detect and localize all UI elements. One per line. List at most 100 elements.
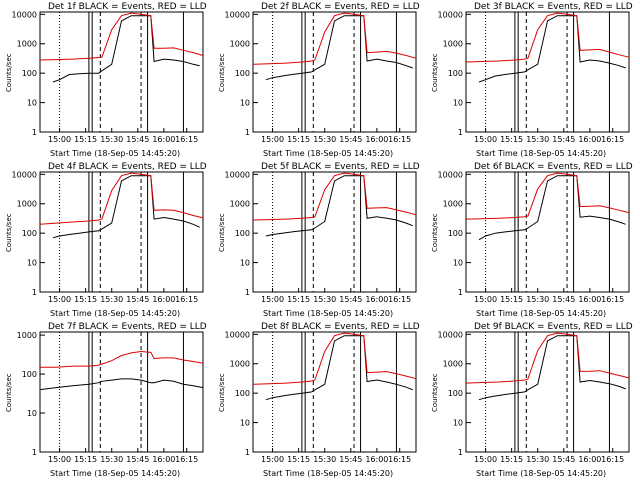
x-tick-label: 15:15 bbox=[74, 455, 97, 464]
series-line-lld bbox=[252, 12, 417, 65]
x-tick-label: 15:00 bbox=[48, 135, 71, 144]
series-line-events bbox=[478, 175, 626, 241]
x-tick-label: 16:15 bbox=[388, 295, 411, 304]
y-tick-label: 100 bbox=[448, 229, 463, 238]
series-line-lld bbox=[252, 172, 417, 221]
detector-panel: Det 2f BLACK = Events, RED = LLD Start Ti… bbox=[213, 0, 426, 160]
plot-frame bbox=[252, 331, 417, 453]
y-tick-label: 10 bbox=[27, 259, 37, 268]
series-line-lld bbox=[252, 332, 417, 385]
y-tick-label: 100 bbox=[22, 69, 37, 78]
y-tick-label: 1 bbox=[458, 448, 463, 457]
x-tick-label: 15:30 bbox=[313, 295, 336, 304]
x-tick-label: 15:45 bbox=[126, 135, 149, 144]
y-tick-label: 10000 bbox=[438, 330, 463, 339]
x-tick-label: 15:45 bbox=[552, 295, 575, 304]
series-line-events bbox=[52, 15, 200, 83]
plot-frame bbox=[39, 11, 204, 133]
panel-title: Det 2f BLACK = Events, RED = LLD bbox=[261, 2, 420, 12]
x-tick-label: 15:45 bbox=[339, 295, 362, 304]
x-tick-label: 16:15 bbox=[388, 455, 411, 464]
x-axis-label: Start Time (18-Sep-05 14:45:20) bbox=[263, 309, 394, 318]
chart-plot: 1 10 100 1000 15:00 15:15 15:30 15:45 16:00 16:15 bbox=[17, 331, 204, 464]
y-tick-label: 1000 bbox=[230, 360, 250, 369]
x-tick-label: 16:15 bbox=[601, 455, 624, 464]
y-tick-label: 1000 bbox=[17, 40, 37, 49]
series-line-lld bbox=[465, 332, 630, 384]
plot-frame bbox=[252, 11, 417, 133]
x-tick-label: 15:00 bbox=[474, 135, 497, 144]
y-tick-label: 10000 bbox=[12, 170, 37, 179]
detector-panel: Det 1f BLACK = Events, RED = LLD Start Ti… bbox=[0, 0, 213, 160]
y-tick-label: 1 bbox=[458, 128, 463, 137]
x-axis-label: Start Time (18-Sep-05 14:45:20) bbox=[50, 149, 181, 158]
y-tick-label: 10 bbox=[453, 419, 463, 428]
panel-title: Det 9f BLACK = Events, RED = LLD bbox=[474, 322, 633, 332]
x-tick-label: 15:30 bbox=[100, 455, 123, 464]
series-line-events bbox=[265, 15, 413, 81]
x-axis-label: Start Time (18-Sep-05 14:45:20) bbox=[476, 469, 607, 478]
x-tick-label: 15:45 bbox=[126, 455, 149, 464]
plot-frame bbox=[252, 171, 417, 293]
y-tick-label: 1 bbox=[458, 288, 463, 297]
x-tick-label: 16:15 bbox=[601, 295, 624, 304]
x-tick-label: 15:30 bbox=[526, 455, 549, 464]
x-tick-label: 16:00 bbox=[152, 295, 175, 304]
x-tick-label: 15:00 bbox=[48, 455, 71, 464]
y-tick-label: 1000 bbox=[443, 200, 463, 209]
series-line-events bbox=[265, 175, 413, 237]
x-tick-label: 16:15 bbox=[175, 135, 198, 144]
x-tick-label: 15:00 bbox=[48, 295, 71, 304]
x-tick-label: 15:15 bbox=[74, 135, 97, 144]
x-tick-label: 16:00 bbox=[365, 135, 388, 144]
y-tick-label: 10000 bbox=[12, 10, 37, 19]
y-tick-label: 1 bbox=[32, 448, 37, 457]
y-tick-label: 10000 bbox=[438, 170, 463, 179]
y-tick-label: 100 bbox=[235, 389, 250, 398]
x-tick-label: 16:15 bbox=[601, 135, 624, 144]
y-tick-label: 10000 bbox=[225, 330, 250, 339]
chart-plot: 1 10 100 1000 10000 15:00 15:15 15:30 15:45 16:00… bbox=[12, 170, 204, 304]
plot-frame bbox=[465, 331, 630, 453]
x-tick-label: 15:45 bbox=[552, 455, 575, 464]
y-tick-label: 100 bbox=[22, 229, 37, 238]
x-tick-label: 15:30 bbox=[313, 455, 336, 464]
series-line-events bbox=[265, 335, 413, 401]
panel-title: Det 1f BLACK = Events, RED = LLD bbox=[48, 2, 207, 12]
y-tick-label: 10000 bbox=[225, 170, 250, 179]
x-axis-label: Start Time (18-Sep-05 14:45:20) bbox=[50, 469, 181, 478]
plot-frame bbox=[39, 331, 204, 453]
series-line-lld bbox=[40, 350, 204, 368]
series-line-lld bbox=[465, 12, 630, 63]
chart-plot: 1 10 100 1000 10000 15:00 15:15 15:30 15:45 16:00… bbox=[225, 10, 417, 144]
panel-title: Det 7f BLACK = Events, RED = LLD bbox=[48, 322, 207, 332]
series-line-events bbox=[478, 15, 626, 83]
detector-panel: Det 8f BLACK = Events, RED = LLD Start Ti… bbox=[213, 320, 426, 480]
x-tick-label: 15:00 bbox=[261, 295, 284, 304]
y-tick-label: 1000 bbox=[17, 200, 37, 209]
series-line-events bbox=[39, 378, 204, 391]
y-tick-label: 10 bbox=[453, 99, 463, 108]
y-tick-label: 100 bbox=[22, 370, 37, 379]
detector-panel: Det 3f BLACK = Events, RED = LLD Start Ti… bbox=[426, 0, 639, 160]
x-tick-label: 15:30 bbox=[100, 295, 123, 304]
panel-title: Det 6f BLACK = Events, RED = LLD bbox=[474, 162, 633, 172]
plot-frame bbox=[39, 171, 204, 293]
y-tick-label: 10 bbox=[240, 99, 250, 108]
x-tick-label: 15:15 bbox=[74, 295, 97, 304]
x-tick-label: 15:30 bbox=[100, 135, 123, 144]
x-tick-label: 15:15 bbox=[500, 135, 523, 144]
y-tick-label: 1 bbox=[245, 448, 250, 457]
x-tick-label: 15:00 bbox=[474, 295, 497, 304]
x-tick-label: 16:15 bbox=[175, 295, 198, 304]
chart-plot: 1 10 100 1000 10000 15:00 15:15 15:30 15:45 16:00… bbox=[438, 10, 630, 144]
y-tick-label: 1000 bbox=[443, 40, 463, 49]
x-tick-label: 15:45 bbox=[339, 135, 362, 144]
y-tick-label: 1 bbox=[32, 128, 37, 137]
x-tick-label: 15:15 bbox=[287, 455, 310, 464]
x-axis-label: Start Time (18-Sep-05 14:45:20) bbox=[50, 309, 181, 318]
x-axis-label: Start Time (18-Sep-05 14:45:20) bbox=[263, 469, 394, 478]
y-tick-label: 100 bbox=[448, 69, 463, 78]
plot-frame bbox=[465, 11, 630, 133]
